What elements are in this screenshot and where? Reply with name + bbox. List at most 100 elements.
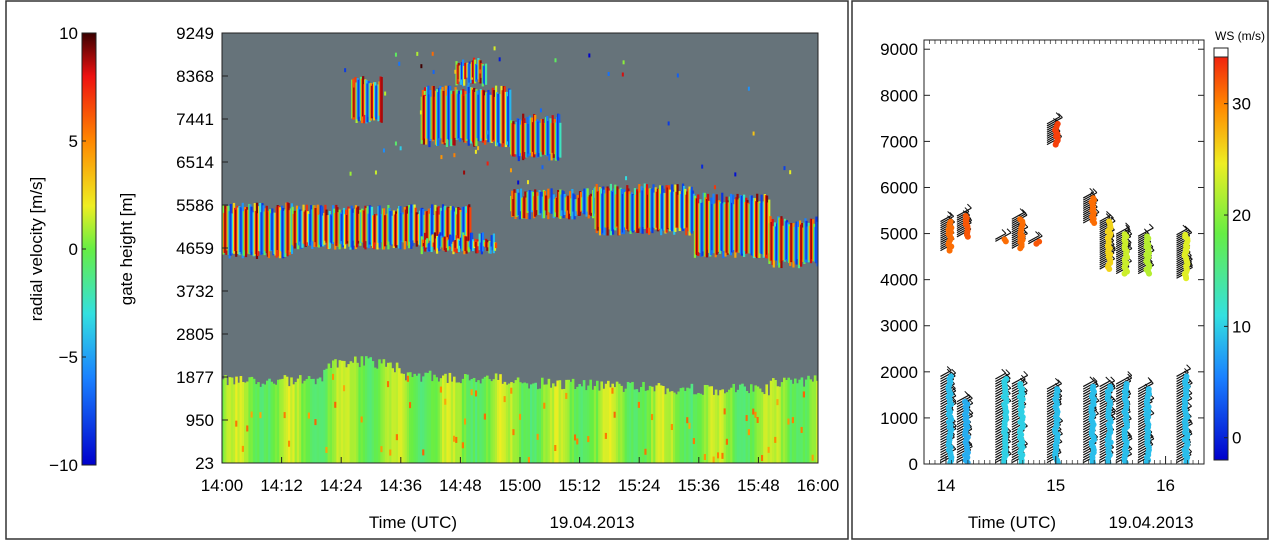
boundary-layer-cell <box>255 384 258 463</box>
wind-barb <box>1021 209 1027 214</box>
boundary-layer-cell <box>475 390 478 397</box>
wind-profile <box>1115 371 1133 464</box>
speckle-cell <box>622 60 625 65</box>
speckle-cell <box>827 95 829 99</box>
wind-barb <box>956 394 970 403</box>
time-tick-label: 15:24 <box>618 476 661 495</box>
cloud-echo-cell <box>832 222 834 259</box>
wind-barb <box>940 215 954 225</box>
boundary-layer-cell <box>679 388 683 463</box>
boundary-layer-cell <box>387 362 390 463</box>
speckle-cell <box>440 155 443 160</box>
boundary-layer-cell <box>714 389 718 463</box>
boundary-layer-cell <box>226 385 229 463</box>
cloud-echo-cell <box>450 235 453 247</box>
boundary-layer-cell <box>266 380 269 463</box>
boundary-layer-cell <box>325 446 328 453</box>
wind-barb <box>940 370 952 377</box>
boundary-layer-cell <box>763 394 766 463</box>
cloud-echo-cell <box>872 235 874 268</box>
boundary-layer-cell <box>611 387 614 394</box>
boundary-layer-cell <box>512 383 515 463</box>
boundary-layer-cell <box>358 367 361 463</box>
boundary-layer-cell <box>349 361 353 463</box>
wind-speed-dot <box>1144 233 1151 240</box>
wind-barb <box>965 210 970 216</box>
wind-barb <box>964 390 970 396</box>
cloud-echo-cell <box>816 221 818 267</box>
boundary-layer-cell <box>477 380 480 463</box>
cloud-echo-cell <box>844 234 846 272</box>
wind-barb <box>1023 370 1029 376</box>
wind-barb <box>1182 224 1188 230</box>
boundary-layer-cell <box>332 360 335 463</box>
boundary-layer-cell <box>569 381 573 463</box>
wind-speed-dot <box>947 373 954 380</box>
speckle-cell <box>701 164 704 169</box>
wind-profile <box>1099 211 1116 273</box>
wind-barb <box>1176 228 1188 236</box>
boundary-layer-cell <box>754 411 757 418</box>
boundary-layer-cell <box>343 360 346 463</box>
boundary-layer-cell <box>629 382 632 463</box>
height-tick-label: 8000 <box>880 86 918 105</box>
boundary-layer-cell <box>571 378 575 463</box>
speckle-cell <box>904 161 906 165</box>
boundary-layer-cell <box>684 390 687 463</box>
boundary-layer-cell <box>415 375 419 463</box>
wind-barb <box>1176 368 1191 377</box>
wind-speed-dot <box>1003 375 1010 382</box>
cloud-echo-cell <box>837 219 839 268</box>
wind-barb <box>1089 187 1095 193</box>
gate-height-tick-label: 3732 <box>176 282 214 301</box>
boundary-layer-cell <box>428 370 432 463</box>
boundary-layer-cell <box>574 389 577 463</box>
boundary-layer-cell <box>464 418 467 425</box>
boundary-layer-cell <box>772 378 775 463</box>
speckle-cell <box>676 73 679 78</box>
boundary-layer-cell <box>642 381 645 463</box>
wind-profile <box>1176 224 1193 282</box>
wind-barb <box>1127 371 1133 376</box>
boundary-layer-cell <box>283 412 286 419</box>
boundary-layer-cell <box>567 379 570 463</box>
speckle-cell <box>734 172 737 177</box>
boundary-layer-cell <box>725 438 728 445</box>
boundary-layer-cell <box>406 372 410 463</box>
boundary-layer-cell <box>622 391 625 463</box>
boundary-layer-cell <box>624 388 628 463</box>
speckle-cell <box>420 64 423 69</box>
boundary-layer-cell <box>384 366 388 463</box>
boundary-layer-cell <box>688 422 691 429</box>
speckle-cell <box>479 69 482 74</box>
boundary-layer-cell <box>371 361 375 463</box>
height-tick-label: 0 <box>909 455 918 474</box>
speckle-cell <box>474 149 477 154</box>
boundary-layer-cell <box>244 382 247 463</box>
boundary-layer-cell <box>580 386 584 463</box>
wind-barb <box>1005 369 1011 374</box>
boundary-layer-cell <box>527 457 530 463</box>
speckle-cell <box>463 170 466 175</box>
boundary-layer-cell <box>376 368 379 463</box>
cloud-echo-cell <box>918 221 920 269</box>
cloud-echo-cell <box>859 229 861 265</box>
boundary-layer-cell <box>307 412 310 419</box>
wind-barb <box>1143 228 1149 234</box>
cloud-echo-cell <box>842 218 844 266</box>
time-tick-label: 15 <box>1046 476 1065 495</box>
wind-speed-dot <box>1036 238 1043 245</box>
cloud-echo-cell <box>827 219 829 266</box>
boundary-layer-cell <box>651 414 654 421</box>
boundary-layer-cell <box>703 454 706 461</box>
boundary-layer-cell <box>618 383 621 463</box>
boundary-layer-cell <box>600 381 603 463</box>
boundary-layer-cell <box>701 394 705 463</box>
cloud-echo-cell <box>820 216 822 261</box>
boundary-layer-cell <box>468 380 471 463</box>
speckle-cell <box>861 82 863 86</box>
boundary-layer-cell <box>659 385 663 463</box>
speckle-cell <box>625 176 628 181</box>
boundary-layer-cell <box>439 378 443 463</box>
boundary-layer-cell <box>732 383 735 463</box>
